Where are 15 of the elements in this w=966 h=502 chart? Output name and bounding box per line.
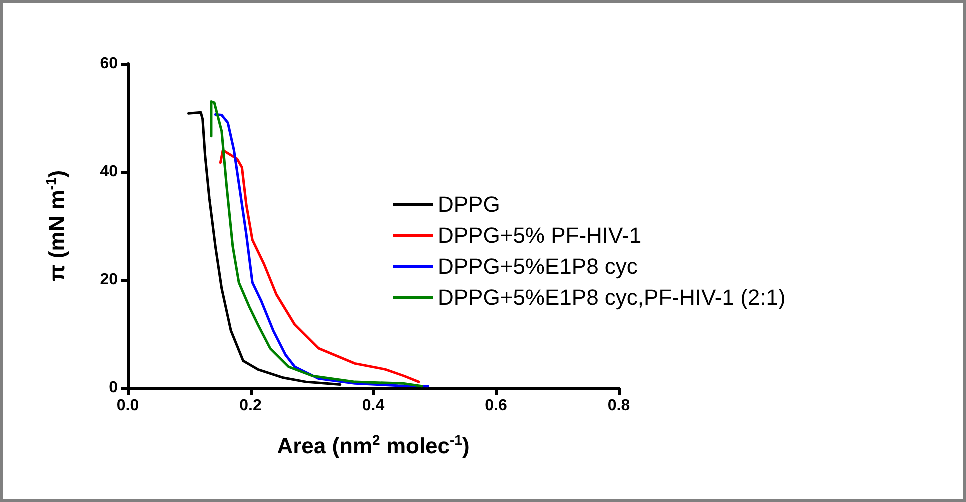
y-tick-label: 0	[109, 380, 118, 396]
x-tick-label: 0.6	[485, 398, 508, 414]
legend-label: DPPG+5%E1P8 cyc	[438, 254, 638, 279]
x-tick-label: 0.4	[362, 398, 385, 414]
legend-label: DPPG	[438, 192, 500, 217]
y-tick-label: 20	[100, 272, 118, 288]
legend-label: DPPG+5%E1P8 cyc,PF-HIV-1 (2:1)	[438, 285, 786, 310]
x-tick-label: 0.2	[240, 398, 262, 414]
x-tick-label: 0.0	[116, 398, 140, 414]
x-tick-label: 0.8	[608, 398, 630, 414]
legend-label: DPPG+5% PF-HIV-1	[438, 223, 642, 248]
y-tick-label: 60	[100, 56, 118, 72]
y-axis-title: π (mN m-1)	[43, 170, 70, 282]
y-tick-label: 40	[100, 164, 118, 180]
line-series	[219, 149, 420, 384]
